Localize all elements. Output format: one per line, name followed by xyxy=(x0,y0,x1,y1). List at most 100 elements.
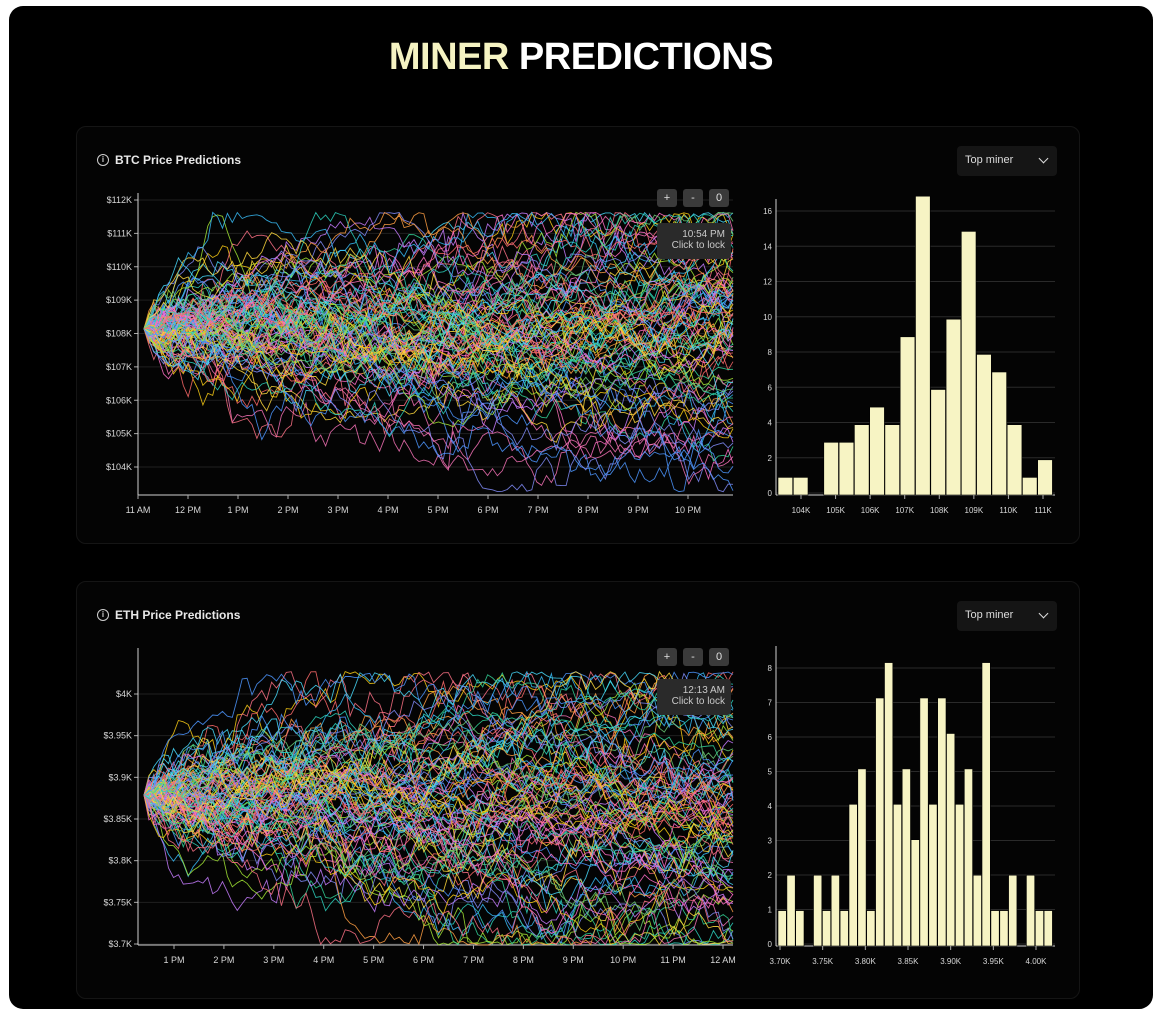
chevron-down-icon xyxy=(1038,608,1049,619)
prediction-path xyxy=(143,320,734,491)
tooltip-hint: Click to lock xyxy=(671,696,725,707)
histogram-bar xyxy=(955,804,965,947)
x-tick-label: 5 PM xyxy=(363,955,384,965)
btc-line-chart[interactable]: $104K $105K $106K $107K $108K $109K $110K $111K… xyxy=(77,127,742,543)
y-tick-label: $107K xyxy=(106,362,132,372)
btc-hover-tooltip[interactable]: 10:54 PM Click to lock xyxy=(657,223,731,259)
prediction-path xyxy=(143,733,734,867)
histogram-bar xyxy=(1037,459,1053,496)
prediction-path xyxy=(143,746,734,847)
miner-select-dropdown[interactable]: Top miner xyxy=(957,601,1057,631)
prediction-path xyxy=(143,308,734,413)
info-icon[interactable]: i xyxy=(97,609,109,621)
prediction-path xyxy=(143,312,734,493)
prediction-path xyxy=(143,281,734,361)
prediction-path xyxy=(143,211,734,412)
prediction-path xyxy=(143,265,734,385)
prediction-paths xyxy=(143,211,734,493)
histogram-bar xyxy=(937,697,947,947)
histogram-bar xyxy=(946,733,956,947)
y-tick-label: $106K xyxy=(106,395,132,405)
eth-line-chart[interactable]: $3.7K $3.75K $3.8K $3.85K $3.9K $3.95K $4K 1 PM… xyxy=(77,582,742,998)
x-tick-label: 6 PM xyxy=(477,505,498,515)
page-title-accent: MINER xyxy=(388,36,509,78)
x-tick-label: 10 PM xyxy=(675,505,701,515)
x-tick-label: 6 PM xyxy=(413,955,434,965)
hist-x-tick-label: 110K xyxy=(999,506,1018,515)
prediction-path xyxy=(143,315,734,470)
prediction-path xyxy=(143,324,734,439)
histogram-bar xyxy=(991,371,1007,496)
hist-y-tick-label: 0 xyxy=(768,489,773,498)
prediction-path xyxy=(143,211,734,330)
prediction-path xyxy=(143,758,734,841)
hist-x-tick-label: 3.85K xyxy=(898,957,920,966)
prediction-path xyxy=(143,256,734,351)
prediction-path xyxy=(143,305,733,404)
prediction-path xyxy=(143,300,734,384)
zoom-in-button[interactable]: + xyxy=(657,189,677,207)
histogram-bar xyxy=(892,804,902,947)
y-tick-label: $3.9K xyxy=(108,772,132,782)
y-tick-label: $110K xyxy=(107,262,132,272)
prediction-path xyxy=(143,320,734,428)
dashboard-frame: MINER PREDICTIONS i BTC Price Prediction… xyxy=(9,6,1153,1009)
zoom-out-button[interactable]: - xyxy=(683,189,703,207)
prediction-path xyxy=(143,789,734,858)
zoom-out-button[interactable]: - xyxy=(683,648,703,666)
hist-x-tick-label: 3.90K xyxy=(940,957,962,966)
zoom-in-button[interactable]: + xyxy=(657,648,677,666)
prediction-path xyxy=(143,214,734,411)
prediction-path xyxy=(143,742,734,873)
x-tick-label: 7 PM xyxy=(463,955,484,965)
prediction-path xyxy=(143,754,734,817)
prediction-path xyxy=(143,211,734,330)
zoom-reset-button[interactable]: 0 xyxy=(709,189,729,207)
prediction-path xyxy=(143,303,734,412)
histogram-bar xyxy=(1008,874,1018,947)
btc-zoom-controls: + - 0 xyxy=(657,189,729,207)
page-title: MINER PREDICTIONS xyxy=(9,36,1153,79)
prediction-path xyxy=(143,786,734,906)
y-tick-label: $3.75K xyxy=(103,897,132,907)
prediction-path xyxy=(143,672,734,796)
histogram-bar xyxy=(930,389,946,496)
y-tick-label: $112K xyxy=(107,195,132,205)
prediction-path xyxy=(143,211,734,362)
x-tick-label: 4 PM xyxy=(377,505,398,515)
x-tick-label: 9 PM xyxy=(627,505,648,515)
histogram-bar xyxy=(976,354,992,496)
prediction-path xyxy=(143,785,734,946)
prediction-path xyxy=(143,328,734,477)
miner-select-dropdown[interactable]: Top miner xyxy=(957,146,1057,176)
histogram-bar xyxy=(795,910,805,947)
y-tick-label: $3.95K xyxy=(103,731,132,741)
histogram-bar xyxy=(972,874,982,947)
tooltip-hint: Click to lock xyxy=(671,240,725,251)
histogram-bar xyxy=(848,804,858,947)
x-tick-label: 2 PM xyxy=(213,955,234,965)
hist-x-tick-label: 3.95K xyxy=(983,957,1005,966)
zoom-reset-button[interactable]: 0 xyxy=(709,648,729,666)
prediction-path xyxy=(143,228,734,331)
prediction-path xyxy=(143,715,734,796)
card-title: i BTC Price Predictions xyxy=(97,153,241,167)
card-title: i ETH Price Predictions xyxy=(97,608,240,622)
histogram-bar xyxy=(999,910,1009,947)
y-tick-label: $105K xyxy=(106,429,132,439)
prediction-path xyxy=(143,251,734,332)
y-tick-label: $3.7K xyxy=(108,939,132,949)
histogram-bar xyxy=(919,697,929,947)
info-icon[interactable]: i xyxy=(97,154,109,166)
histogram-bar xyxy=(866,910,876,947)
eth-hover-tooltip[interactable]: 12:13 AM Click to lock xyxy=(657,679,731,715)
prediction-path xyxy=(143,671,734,796)
y-tick-label: $3.8K xyxy=(108,856,132,866)
histogram-bar xyxy=(839,910,849,947)
hist-y-tick-label: 16 xyxy=(763,207,772,216)
hist-x-tick-label: 109K xyxy=(965,506,984,515)
histogram-bar xyxy=(1026,874,1036,947)
x-tick-label: 11 PM xyxy=(660,955,685,965)
histogram-bar xyxy=(823,441,839,496)
hist-y-tick-label: 7 xyxy=(768,699,773,708)
